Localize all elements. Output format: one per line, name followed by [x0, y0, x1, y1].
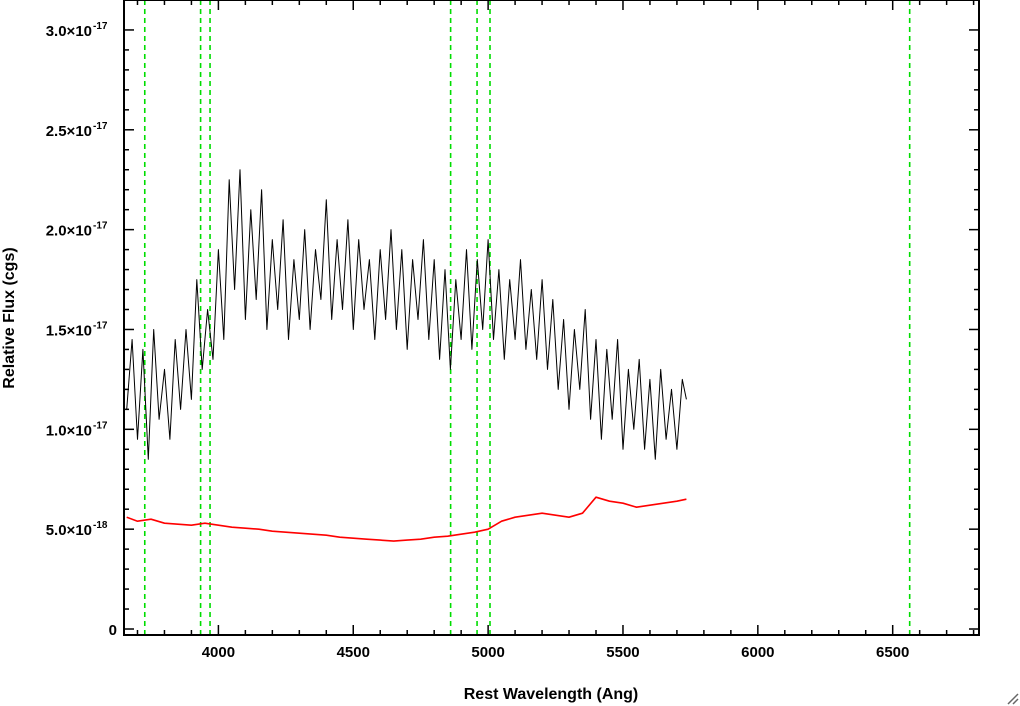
y-tick-label: 3.0×10: [46, 23, 92, 40]
y-tick-exponent: -17: [93, 221, 108, 232]
x-tick-label: 4000: [202, 644, 235, 661]
y-tick-exponent: -17: [93, 121, 108, 132]
y-tick-label: 1.0×10: [46, 422, 92, 439]
x-tick-label: 5500: [606, 644, 639, 661]
y-tick-label: 5.0×10: [46, 522, 92, 539]
x-tick-label: 5000: [471, 644, 504, 661]
y-tick-exponent: -18: [93, 520, 108, 531]
y-tick-exponent: -17: [93, 320, 108, 331]
x-tick-label: 4500: [337, 644, 370, 661]
axis-ticks: [124, 0, 979, 635]
x-tick-label: 6000: [741, 644, 774, 661]
resize-grip-icon[interactable]: [1007, 693, 1019, 705]
emission-line-markers: [143, 0, 911, 635]
x-tick-labels: 4000 4500 5000 5500 6000 6500: [202, 644, 910, 661]
series-line-0: [126, 169, 687, 460]
plot-frame: [123, 0, 980, 636]
x-tick-label: 6500: [876, 644, 909, 661]
y-tick-label: 0: [109, 622, 117, 639]
y-tick-exponent: -17: [93, 420, 108, 431]
y-tick-label: 2.0×10: [46, 223, 92, 240]
y-axis-title: Relative Flux (cgs): [1, 247, 18, 388]
y-tick-exponent: -17: [93, 21, 108, 32]
series-line-1: [126, 496, 687, 542]
y-tick-label: 2.5×10: [46, 123, 92, 140]
y-tick-labels: 05.0×10 -181.0×10 -171.5×10 -172.0×10 -172.5…: [46, 21, 117, 639]
x-axis-title: Rest Wavelength (Ang): [464, 686, 639, 703]
spectrum-series: [126, 169, 687, 542]
y-tick-label: 1.5×10: [46, 322, 92, 339]
